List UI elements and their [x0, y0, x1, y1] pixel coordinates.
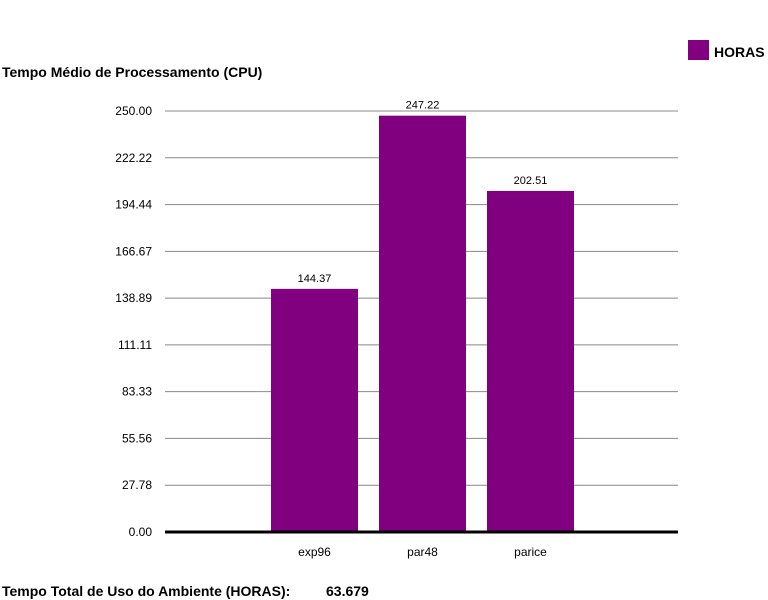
footer-summary: Tempo Total de Uso do Ambiente (HORAS): …	[2, 583, 369, 599]
y-tick-label: 222.22	[115, 151, 152, 165]
legend: HORAS	[688, 40, 765, 60]
y-tick-label: 250.00	[115, 104, 152, 118]
footer-label: Tempo Total de Uso do Ambiente (HORAS):	[2, 583, 290, 599]
data-label-par48: 247.22	[406, 100, 440, 112]
footer-value: 63.679	[326, 583, 369, 599]
bar-parice	[487, 190, 574, 533]
y-tick-label: 111.11	[118, 338, 152, 352]
x-tick-label-exp96: exp96	[298, 545, 331, 559]
chart-title: Tempo Médio de Processamento (CPU)	[2, 64, 262, 80]
data-label-parice: 202.51	[514, 175, 548, 187]
data-label-exp96: 144.37	[298, 273, 332, 285]
x-axis-ticks: exp96 par48 parice	[298, 545, 547, 559]
y-tick-label: 138.89	[115, 291, 152, 305]
bars	[271, 115, 574, 533]
y-tick-label: 83.33	[122, 385, 152, 399]
x-tick-label-parice: parice	[514, 545, 547, 559]
bar-par48	[379, 115, 466, 532]
legend-label-horas: HORAS	[714, 44, 765, 60]
y-tick-label: 0.00	[129, 525, 153, 539]
y-tick-label: 55.56	[122, 431, 152, 445]
legend-swatch-horas	[688, 40, 709, 60]
data-labels: 144.37 247.22 202.51	[298, 100, 548, 285]
y-axis-ticks: 0.00 27.78 55.56 83.33 111.11 138.89 166.67 194…	[115, 104, 152, 539]
y-tick-label: 27.78	[122, 478, 152, 492]
y-tick-label: 194.44	[115, 198, 152, 212]
y-tick-label: 166.67	[115, 244, 152, 258]
x-tick-label-par48: par48	[407, 545, 438, 559]
bar-exp96	[271, 288, 358, 532]
